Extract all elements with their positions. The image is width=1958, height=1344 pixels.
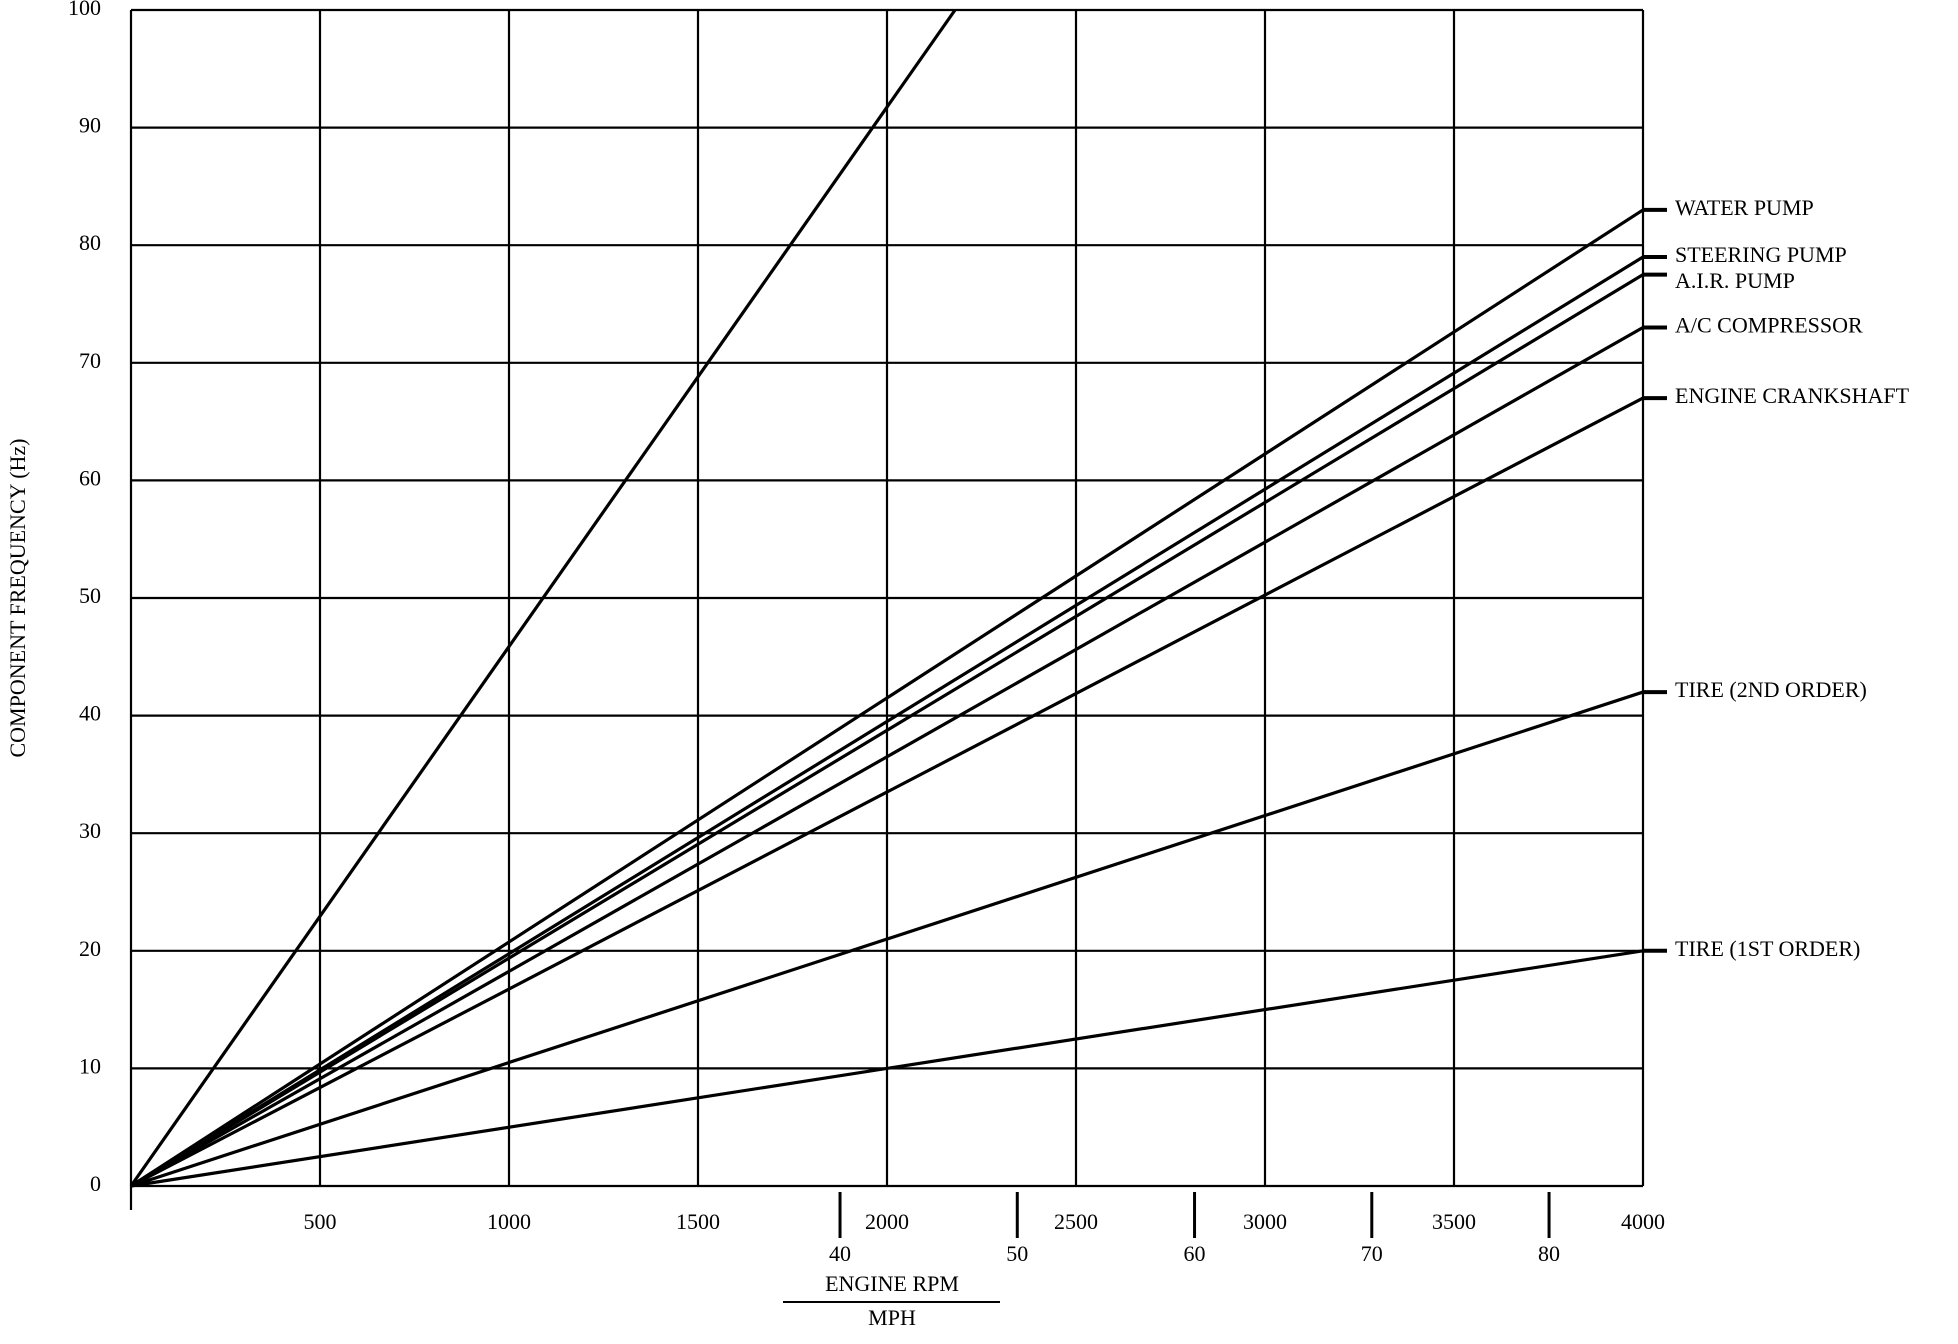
series-label: A/C COMPRESSOR: [1675, 313, 1863, 338]
series-label: TIRE (2ND ORDER): [1675, 677, 1867, 702]
x2-tick-label: 60: [1184, 1241, 1206, 1266]
x-tick-label: 2500: [1054, 1209, 1098, 1234]
x-axis-title: ENGINE RPM: [825, 1271, 959, 1296]
y-tick-label: 90: [79, 113, 101, 138]
x-tick-label: 3500: [1432, 1209, 1476, 1234]
x2-tick-label: 40: [829, 1241, 851, 1266]
y-tick-label: 10: [79, 1053, 101, 1078]
x-tick-label: 1500: [676, 1209, 720, 1234]
x2-axis-title: MPH: [868, 1305, 916, 1330]
series-label: TIRE (1ST ORDER): [1675, 936, 1860, 961]
series-label: STEERING PUMP: [1675, 242, 1847, 267]
x-tick-label: 1000: [487, 1209, 531, 1234]
series-line: [130, 208, 1644, 1188]
x2-tick-label: 80: [1538, 1241, 1560, 1266]
y-tick-label: 40: [79, 701, 101, 726]
x-tick-label: 2000: [865, 1209, 909, 1234]
series-line: [130, 690, 1644, 1188]
series-line: [130, 255, 1644, 1188]
y-tick-label: 100: [68, 0, 101, 20]
y-tick-label: 20: [79, 936, 101, 961]
y-tick-label: 60: [79, 465, 101, 490]
y-axis-title: COMPONENT FREQUENCY (Hz): [5, 439, 30, 758]
series-label: WATER PUMP: [1675, 195, 1814, 220]
y-tick-label: 0: [90, 1171, 101, 1196]
series-line: [130, 326, 1644, 1188]
y-tick-label: 80: [79, 230, 101, 255]
x2-tick-label: 50: [1006, 1241, 1028, 1266]
x-tick-label: 4000: [1621, 1209, 1665, 1234]
series-line: [130, 273, 1644, 1188]
series-line: [130, 949, 1644, 1188]
y-tick-label: 30: [79, 818, 101, 843]
series-label: A.I.R. PUMP: [1675, 268, 1795, 293]
series-line: [130, 396, 1644, 1188]
y-tick-label: 70: [79, 348, 101, 373]
x-tick-label: 3000: [1243, 1209, 1287, 1234]
y-tick-label: 50: [79, 583, 101, 608]
series-label: ENGINE CRANKSHAFT: [1675, 383, 1910, 408]
x-tick-label: 500: [304, 1209, 337, 1234]
series-line: [129, 9, 957, 1187]
x2-tick-label: 70: [1361, 1241, 1383, 1266]
